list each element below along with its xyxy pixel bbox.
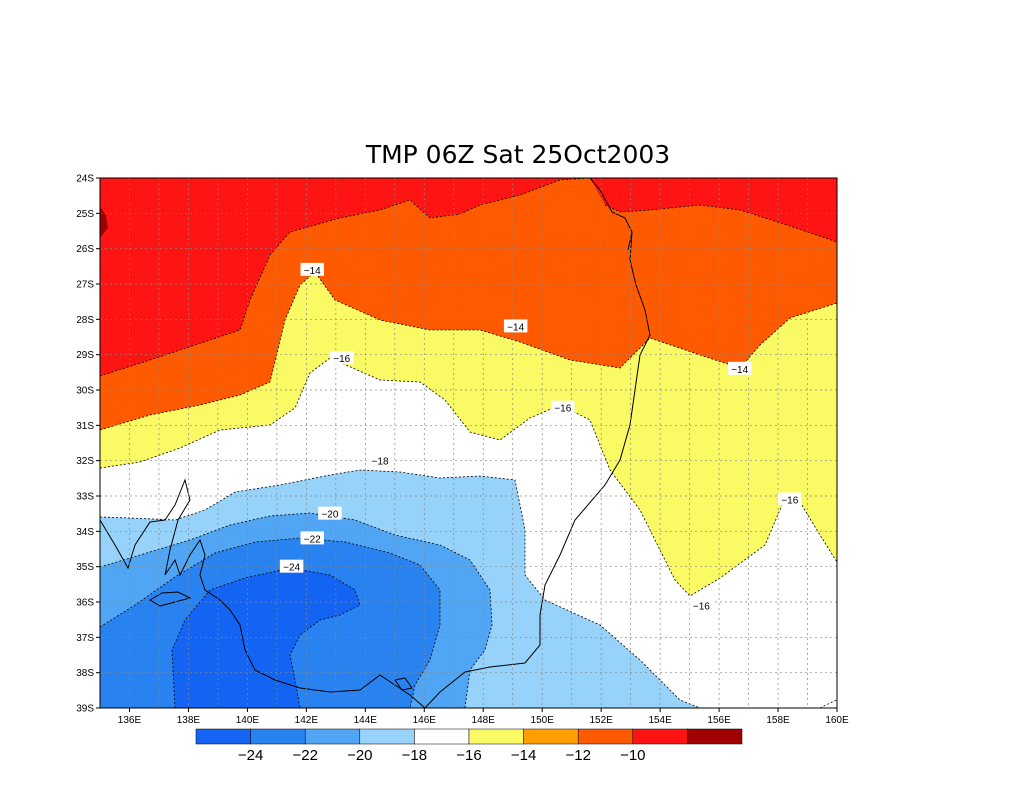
lat-tick-label: 35S <box>76 562 94 573</box>
contour-label: −14 <box>507 322 524 333</box>
lat-tick-label: 33S <box>76 492 94 503</box>
lon-tick-label: 136E <box>118 715 142 726</box>
contour-label: −14 <box>731 365 748 376</box>
contour-label-bg <box>318 506 342 520</box>
contour-label: −14 <box>304 266 321 277</box>
lon-tick-label: 144E <box>354 715 378 726</box>
colorbar-swatch <box>468 728 524 745</box>
contour-lines <box>100 178 837 708</box>
colorbar-label: −12 <box>565 747 590 764</box>
contour-label-bg <box>279 559 304 573</box>
colorbar-label: −20 <box>347 747 372 764</box>
lat-tick-label: 30S <box>76 386 94 397</box>
colorbar-label: −10 <box>620 747 645 764</box>
map-title: TMP 06Z Sat 25Oct2003 <box>365 140 671 169</box>
lat-tick-label: 26S <box>76 244 94 255</box>
lat-tick-label: 32S <box>76 456 94 467</box>
colorbar-label: −24 <box>238 747 263 764</box>
lat-tick-label: 37S <box>76 633 94 644</box>
contour-label: −20 <box>321 510 338 521</box>
contour-label-bg <box>689 598 714 612</box>
lon-tick-label: 152E <box>589 715 613 726</box>
contour-label-bg <box>300 262 325 276</box>
colorbar-swatch <box>632 728 688 745</box>
colorbar-label: −22 <box>292 747 317 764</box>
lon-tick-label: 140E <box>236 715 260 726</box>
lat-tick-label: 38S <box>76 668 94 679</box>
colorbar-swatch <box>523 728 579 745</box>
lon-tick-label: 160E <box>825 715 849 726</box>
lon-tick-label: 148E <box>472 715 496 726</box>
lon-tick-label: 154E <box>648 715 672 726</box>
contour-label-bg <box>503 319 528 333</box>
contour-label-bg <box>778 492 802 506</box>
colorbar-swatch <box>359 728 415 745</box>
lat-tick-label: 27S <box>76 280 94 291</box>
contour-label-bg <box>551 400 575 414</box>
colorbar-swatch <box>687 728 743 745</box>
colorbar-label: −16 <box>456 747 481 764</box>
contour-label: −16 <box>693 602 710 613</box>
colorbar-swatch <box>195 728 251 745</box>
longitude-labels: 136E 138E 140E 142E 144E 146E 148E 150E 152E 154E… <box>118 708 849 726</box>
region-above-minus10 <box>100 207 108 238</box>
colorbar-label: −14 <box>511 747 536 764</box>
lon-tick-label: 138E <box>177 715 201 726</box>
contour-label-bg <box>300 531 325 545</box>
lat-tick-label: 39S <box>76 704 94 715</box>
contour-label: −24 <box>283 563 300 574</box>
colorbar-swatch <box>304 728 361 745</box>
contour-label-bg <box>368 453 392 467</box>
map-frame <box>99 177 838 709</box>
contour-label: −16 <box>554 404 571 415</box>
colorbar-swatch <box>577 728 634 745</box>
colorbar: −24 −22 −20 −18 −16 −14 −12 −10 <box>195 728 743 764</box>
lon-tick-label: 158E <box>766 715 790 726</box>
contour-label-bg <box>727 361 752 375</box>
lat-tick-label: 36S <box>76 598 94 609</box>
colorbar-label: −18 <box>402 747 427 764</box>
lat-tick-label: 28S <box>76 315 94 326</box>
lon-tick-label: 156E <box>707 715 731 726</box>
lon-tick-label: 142E <box>295 715 319 726</box>
contour-label: −16 <box>333 354 350 365</box>
latitude-labels: 24S 25S 26S 27S 28S 29S 30S 31S 32S 33S 34S 35S 36S 3… <box>76 174 100 715</box>
colorbar-swatch <box>250 728 306 745</box>
region-below-minus24 <box>172 568 360 708</box>
lat-tick-label: 29S <box>76 350 94 361</box>
lat-tick-label: 31S <box>76 421 94 432</box>
contour-label: −16 <box>781 496 798 507</box>
contour-label: −22 <box>304 534 321 545</box>
contour-labels: −14 −14 −14 −16 −16 −16 −16 −18 −20 −22 −24 <box>279 262 802 613</box>
filled-contours <box>100 178 837 708</box>
colorbar-swatch <box>414 728 470 745</box>
lon-tick-label: 146E <box>413 715 437 726</box>
map-grid <box>100 178 837 708</box>
lat-tick-label: 25S <box>76 209 94 220</box>
lon-tick-label: 150E <box>531 715 555 726</box>
lat-tick-label: 24S <box>76 174 94 185</box>
contour-label-bg <box>329 351 354 365</box>
lat-tick-label: 34S <box>76 527 94 538</box>
contour-label: −18 <box>372 457 389 468</box>
